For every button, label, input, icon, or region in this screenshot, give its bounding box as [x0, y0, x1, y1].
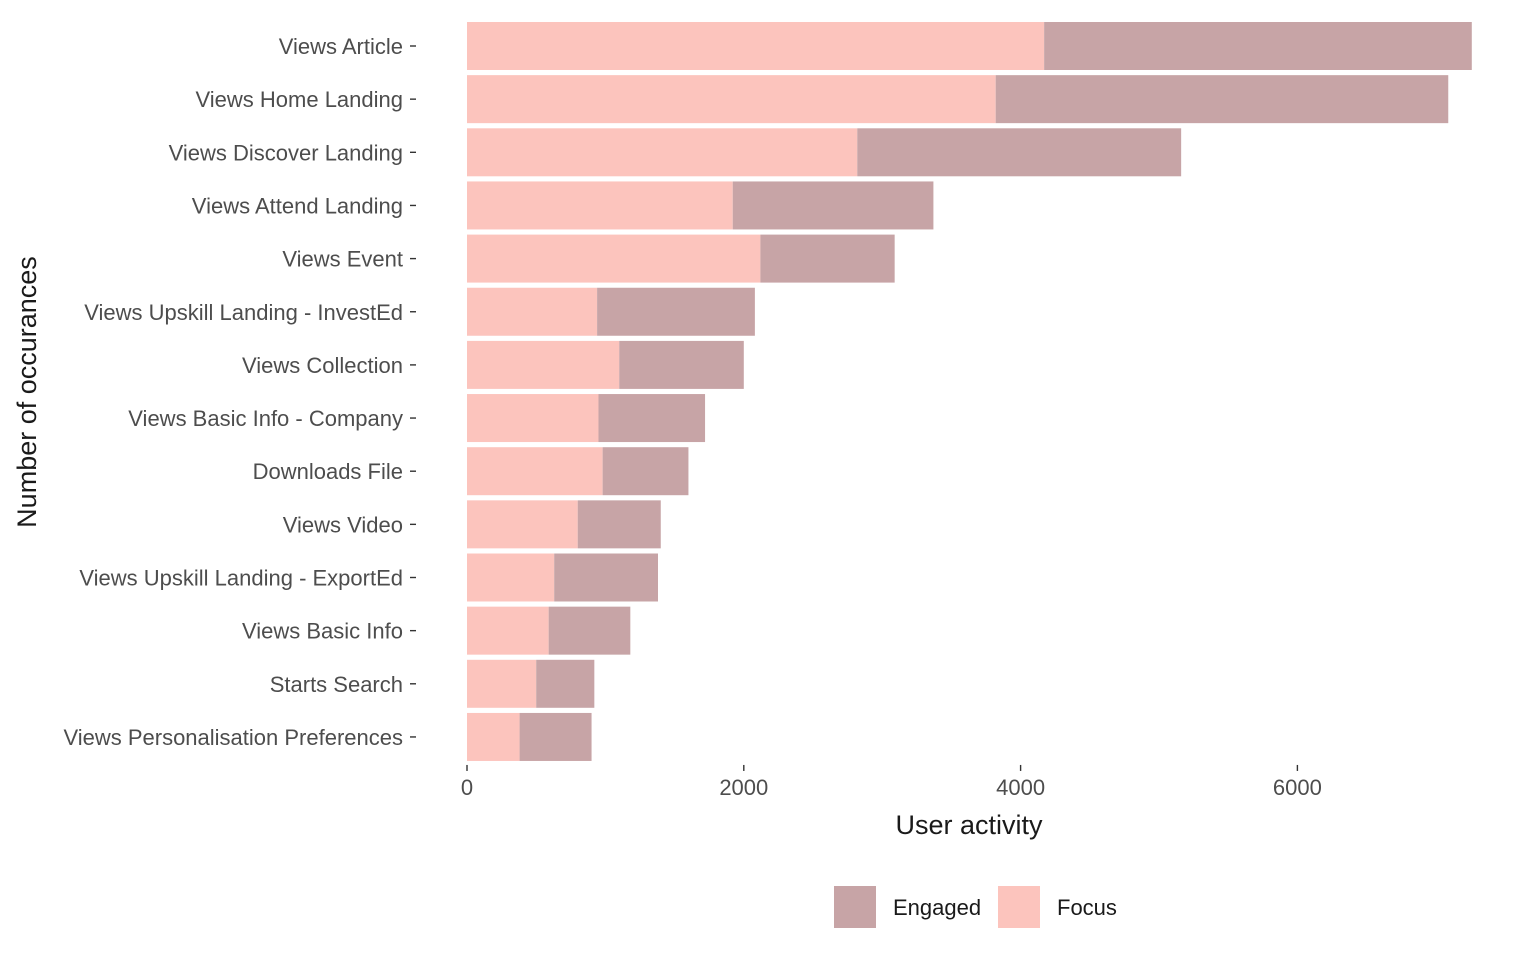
bar-focus-5 [467, 287, 598, 336]
legend-key-focus [998, 886, 1040, 928]
bar-engaged-12 [536, 659, 595, 708]
x-tick-label: 4000 [996, 775, 1045, 800]
y-tick-label: Views Discover Landing [169, 140, 403, 165]
bar-focus-12 [467, 659, 537, 708]
y-tick-label: Views Article [279, 34, 403, 59]
bar-focus-11 [467, 606, 549, 655]
legend-key-engaged [834, 886, 876, 928]
y-tick-label: Views Attend Landing [192, 193, 403, 218]
y-tick-label: Views Home Landing [196, 87, 404, 112]
y-axis-title: Number of occurances [12, 256, 42, 528]
x-tick-label: 0 [461, 775, 473, 800]
legend-label-engaged: Engaged [893, 895, 981, 920]
y-tick-label: Views Upskill Landing - ExportEd [79, 566, 403, 591]
bars-layer [467, 22, 1472, 761]
bar-focus-4 [467, 234, 761, 283]
bar-focus-13 [467, 712, 520, 761]
bar-engaged-13 [519, 712, 592, 761]
bar-focus-6 [467, 340, 620, 389]
bar-focus-3 [467, 181, 733, 230]
bar-engaged-7 [598, 394, 706, 443]
bar-engaged-2 [857, 128, 1182, 177]
y-tick-label: Views Video [283, 512, 403, 537]
bar-focus-0 [467, 22, 1045, 70]
legend-label-focus: Focus [1057, 895, 1117, 920]
y-tick-label: Views Basic Info [242, 619, 403, 644]
y-tick-label: Views Upskill Landing - InvestEd [84, 300, 403, 325]
bar-engaged-6 [619, 340, 744, 389]
bar-focus-7 [467, 394, 599, 443]
bar-engaged-11 [548, 606, 631, 655]
y-tick-label: Views Basic Info - Company [128, 406, 403, 431]
legend: Engaged Focus [834, 886, 1117, 928]
x-tick-label: 6000 [1273, 775, 1322, 800]
bar-engaged-0 [1044, 22, 1472, 70]
bar-focus-10 [467, 553, 555, 602]
x-tick-label: 2000 [719, 775, 768, 800]
bar-engaged-5 [597, 287, 755, 336]
bar-focus-8 [467, 447, 603, 496]
bar-engaged-9 [577, 500, 661, 549]
x-axis-title: User activity [895, 810, 1043, 840]
y-tick-label: Views Collection [242, 353, 403, 378]
y-axis: Views Article Views Home Landing Views Dis… [63, 34, 416, 750]
y-tick-label: Views Personalisation Preferences [63, 725, 403, 750]
bar-focus-2 [467, 128, 858, 177]
bar-engaged-1 [995, 75, 1449, 124]
bar-focus-9 [467, 500, 578, 549]
bar-engaged-10 [554, 553, 658, 602]
bar-focus-1 [467, 75, 996, 124]
y-tick-label: Views Event [282, 247, 403, 272]
bar-engaged-8 [602, 447, 689, 496]
bar-engaged-4 [760, 234, 895, 283]
bar-engaged-3 [732, 181, 934, 230]
x-axis: 0 2000 4000 6000 [461, 764, 1322, 800]
y-tick-label: Downloads File [253, 459, 403, 484]
y-tick-label: Starts Search [270, 672, 403, 697]
